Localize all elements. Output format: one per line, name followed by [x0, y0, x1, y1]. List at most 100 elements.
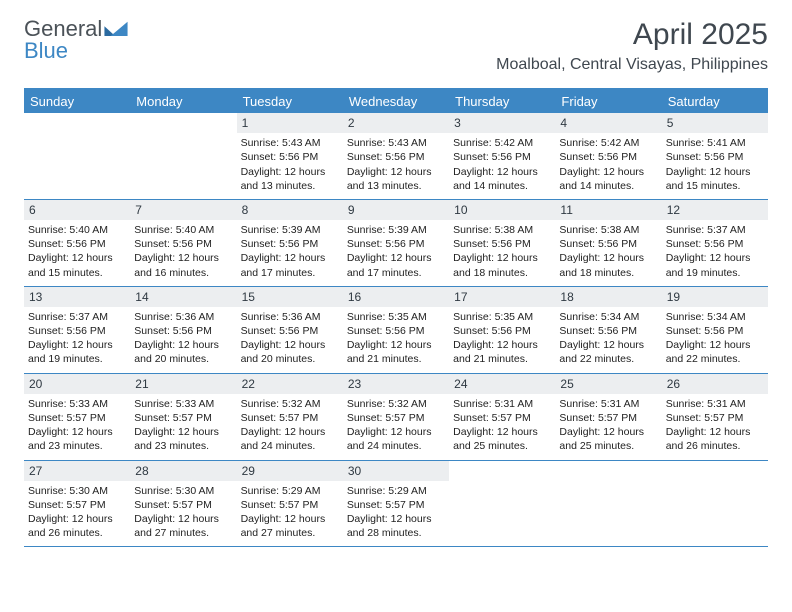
- sunset-text: Sunset: 5:56 PM: [28, 237, 126, 251]
- daylight-text: Daylight: 12 hours: [347, 251, 445, 265]
- calendar-cell: 22Sunrise: 5:32 AMSunset: 5:57 PMDayligh…: [237, 374, 343, 461]
- sunrise-text: Sunrise: 5:37 AM: [28, 310, 126, 324]
- calendar-cell: 26Sunrise: 5:31 AMSunset: 5:57 PMDayligh…: [662, 374, 768, 461]
- sunset-text: Sunset: 5:56 PM: [241, 237, 339, 251]
- daylight-text: and 21 minutes.: [453, 352, 551, 366]
- logo-mark-icon: [104, 18, 128, 40]
- calendar-cell-empty: [130, 113, 236, 200]
- calendar-cell: 18Sunrise: 5:34 AMSunset: 5:56 PMDayligh…: [555, 287, 661, 374]
- calendar-cell-empty: [555, 461, 661, 548]
- daylight-text: and 22 minutes.: [559, 352, 657, 366]
- sunrise-text: Sunrise: 5:35 AM: [347, 310, 445, 324]
- calendar-cell: 20Sunrise: 5:33 AMSunset: 5:57 PMDayligh…: [24, 374, 130, 461]
- month-title: April 2025: [496, 18, 768, 52]
- brand-part2: Blue: [24, 40, 128, 62]
- day-number: 25: [555, 374, 661, 394]
- daylight-text: Daylight: 12 hours: [347, 165, 445, 179]
- calendar-cell: 15Sunrise: 5:36 AMSunset: 5:56 PMDayligh…: [237, 287, 343, 374]
- sunset-text: Sunset: 5:56 PM: [241, 324, 339, 338]
- day-number: 27: [24, 461, 130, 481]
- daylight-text: Daylight: 12 hours: [28, 338, 126, 352]
- daylight-text: Daylight: 12 hours: [666, 338, 764, 352]
- daylight-text: Daylight: 12 hours: [134, 251, 232, 265]
- sunrise-text: Sunrise: 5:29 AM: [347, 484, 445, 498]
- sunset-text: Sunset: 5:56 PM: [134, 324, 232, 338]
- sunrise-text: Sunrise: 5:43 AM: [347, 136, 445, 150]
- day-number: 16: [343, 287, 449, 307]
- sunset-text: Sunset: 5:57 PM: [134, 498, 232, 512]
- sunrise-text: Sunrise: 5:36 AM: [134, 310, 232, 324]
- sunset-text: Sunset: 5:57 PM: [666, 411, 764, 425]
- calendar-cell: 16Sunrise: 5:35 AMSunset: 5:56 PMDayligh…: [343, 287, 449, 374]
- calendar-header-row: SundayMondayTuesdayWednesdayThursdayFrid…: [24, 90, 768, 113]
- daylight-text: and 14 minutes.: [559, 179, 657, 193]
- calendar: SundayMondayTuesdayWednesdayThursdayFrid…: [24, 88, 768, 547]
- calendar-cell: 28Sunrise: 5:30 AMSunset: 5:57 PMDayligh…: [130, 461, 236, 548]
- daylight-text: Daylight: 12 hours: [453, 251, 551, 265]
- calendar-cell: 30Sunrise: 5:29 AMSunset: 5:57 PMDayligh…: [343, 461, 449, 548]
- daylight-text: Daylight: 12 hours: [559, 425, 657, 439]
- daylight-text: and 26 minutes.: [28, 526, 126, 540]
- daylight-text: Daylight: 12 hours: [134, 425, 232, 439]
- sunset-text: Sunset: 5:57 PM: [134, 411, 232, 425]
- day-number: 26: [662, 374, 768, 394]
- sunrise-text: Sunrise: 5:34 AM: [666, 310, 764, 324]
- weekday-header: Friday: [555, 90, 661, 113]
- day-number: 1: [237, 113, 343, 133]
- sunset-text: Sunset: 5:57 PM: [559, 411, 657, 425]
- day-number: 9: [343, 200, 449, 220]
- calendar-cell: 21Sunrise: 5:33 AMSunset: 5:57 PMDayligh…: [130, 374, 236, 461]
- day-number: 13: [24, 287, 130, 307]
- daylight-text: and 13 minutes.: [347, 179, 445, 193]
- calendar-cell: 10Sunrise: 5:38 AMSunset: 5:56 PMDayligh…: [449, 200, 555, 287]
- day-number: 12: [662, 200, 768, 220]
- sunset-text: Sunset: 5:56 PM: [559, 324, 657, 338]
- sunrise-text: Sunrise: 5:40 AM: [134, 223, 232, 237]
- day-number: 23: [343, 374, 449, 394]
- sunset-text: Sunset: 5:56 PM: [347, 237, 445, 251]
- daylight-text: and 13 minutes.: [241, 179, 339, 193]
- day-number: 7: [130, 200, 236, 220]
- brand-logo: GeneralBlue: [24, 18, 128, 62]
- day-number: 29: [237, 461, 343, 481]
- daylight-text: and 17 minutes.: [241, 266, 339, 280]
- daylight-text: and 23 minutes.: [134, 439, 232, 453]
- daylight-text: and 16 minutes.: [134, 266, 232, 280]
- daylight-text: and 19 minutes.: [666, 266, 764, 280]
- sunset-text: Sunset: 5:57 PM: [347, 498, 445, 512]
- weekday-header: Thursday: [449, 90, 555, 113]
- calendar-cell: 13Sunrise: 5:37 AMSunset: 5:56 PMDayligh…: [24, 287, 130, 374]
- sunset-text: Sunset: 5:56 PM: [453, 150, 551, 164]
- calendar-cell: 24Sunrise: 5:31 AMSunset: 5:57 PMDayligh…: [449, 374, 555, 461]
- daylight-text: and 24 minutes.: [347, 439, 445, 453]
- daylight-text: and 28 minutes.: [347, 526, 445, 540]
- daylight-text: Daylight: 12 hours: [559, 165, 657, 179]
- sunset-text: Sunset: 5:57 PM: [28, 411, 126, 425]
- day-number: 28: [130, 461, 236, 481]
- daylight-text: Daylight: 12 hours: [134, 338, 232, 352]
- sunrise-text: Sunrise: 5:42 AM: [453, 136, 551, 150]
- daylight-text: Daylight: 12 hours: [134, 512, 232, 526]
- daylight-text: Daylight: 12 hours: [241, 425, 339, 439]
- day-number: 30: [343, 461, 449, 481]
- calendar-cell: 2Sunrise: 5:43 AMSunset: 5:56 PMDaylight…: [343, 113, 449, 200]
- daylight-text: Daylight: 12 hours: [28, 425, 126, 439]
- sunset-text: Sunset: 5:57 PM: [347, 411, 445, 425]
- calendar-cell: 17Sunrise: 5:35 AMSunset: 5:56 PMDayligh…: [449, 287, 555, 374]
- daylight-text: and 15 minutes.: [28, 266, 126, 280]
- sunrise-text: Sunrise: 5:35 AM: [453, 310, 551, 324]
- day-number: 6: [24, 200, 130, 220]
- daylight-text: Daylight: 12 hours: [241, 251, 339, 265]
- daylight-text: Daylight: 12 hours: [241, 338, 339, 352]
- calendar-cell: 14Sunrise: 5:36 AMSunset: 5:56 PMDayligh…: [130, 287, 236, 374]
- calendar-cell-empty: [662, 461, 768, 548]
- daylight-text: Daylight: 12 hours: [241, 165, 339, 179]
- daylight-text: and 17 minutes.: [347, 266, 445, 280]
- sunrise-text: Sunrise: 5:31 AM: [559, 397, 657, 411]
- daylight-text: Daylight: 12 hours: [347, 338, 445, 352]
- day-number: 18: [555, 287, 661, 307]
- daylight-text: Daylight: 12 hours: [241, 512, 339, 526]
- day-number: 5: [662, 113, 768, 133]
- calendar-cell: 8Sunrise: 5:39 AMSunset: 5:56 PMDaylight…: [237, 200, 343, 287]
- daylight-text: and 15 minutes.: [666, 179, 764, 193]
